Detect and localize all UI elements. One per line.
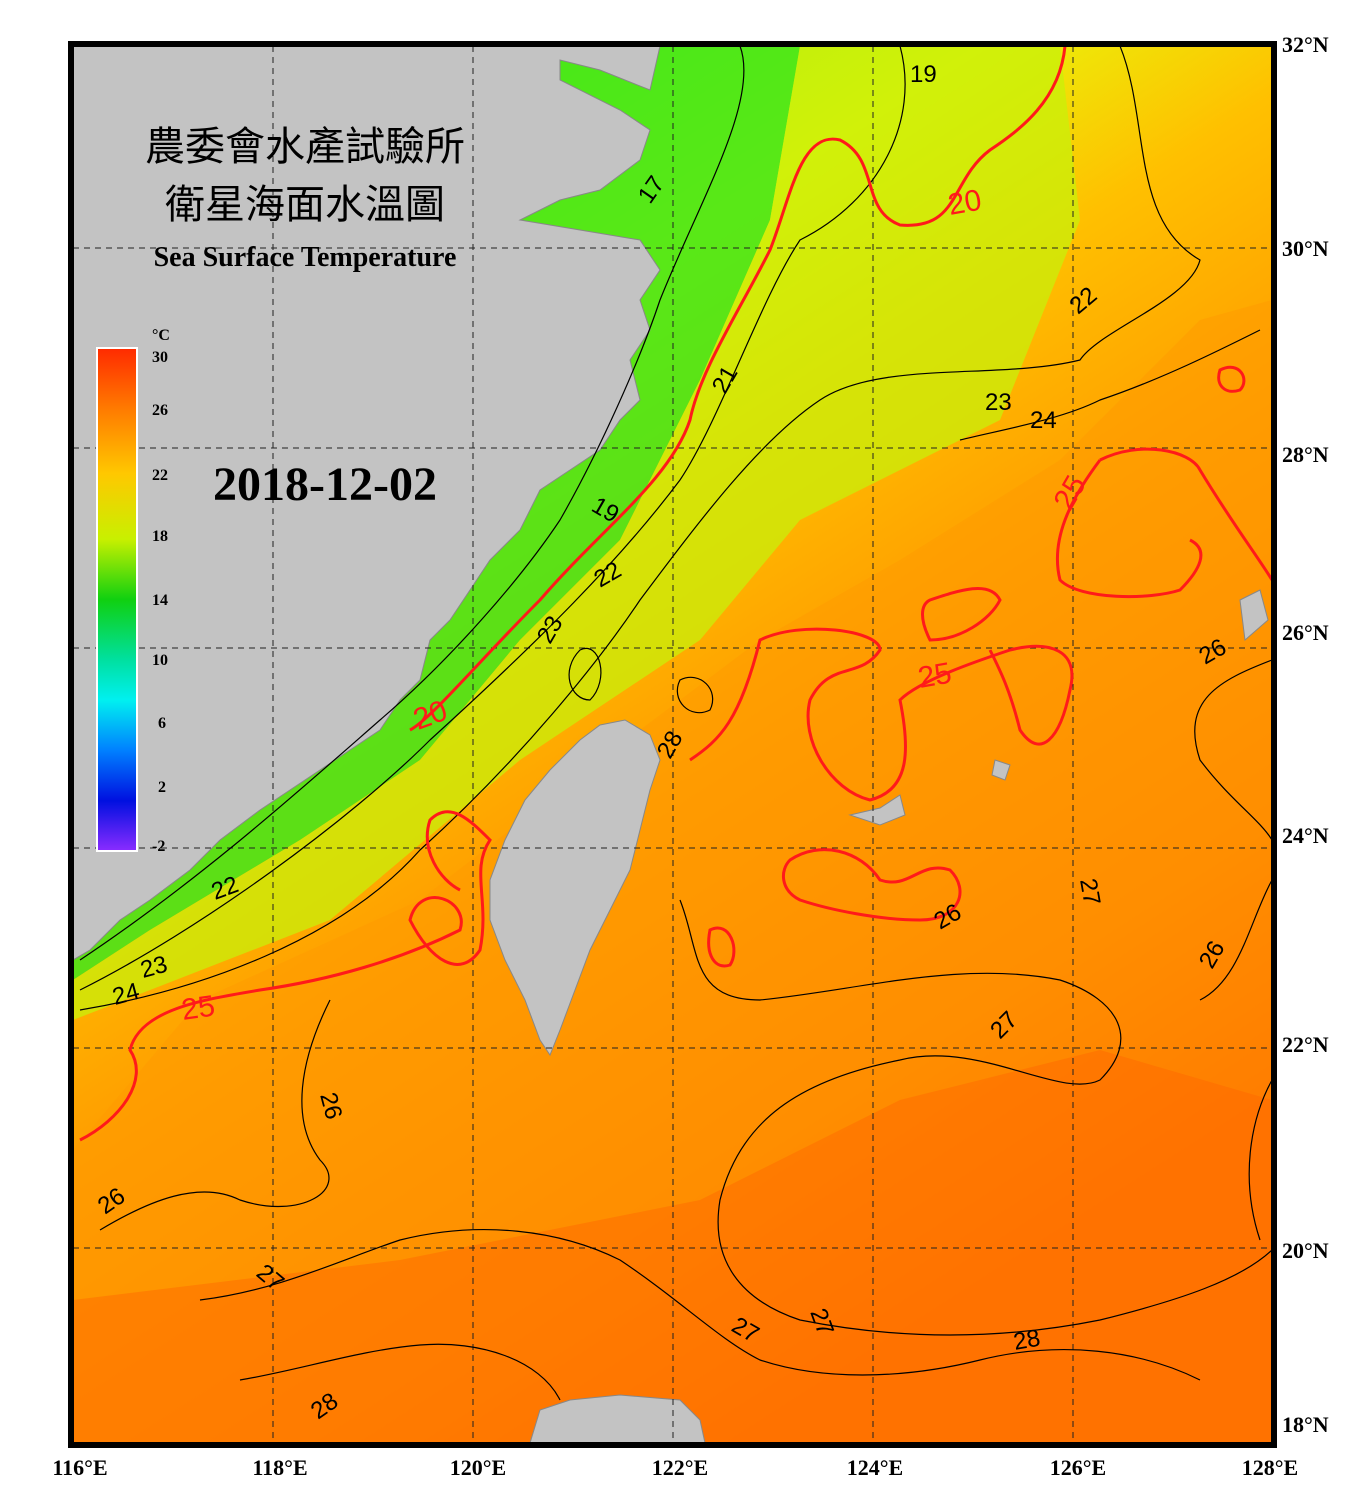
title-map-cn: 衛星海面水溫圖: [165, 182, 445, 228]
title-map-en: Sea Surface Temperature: [154, 242, 457, 273]
colorbar-tick-30: 30: [152, 349, 168, 366]
map-border: [68, 41, 1277, 1448]
lat-label-30: 30°N: [1282, 236, 1329, 261]
lon-label-122: 122°E: [652, 1455, 708, 1480]
luzon-island: [529, 1394, 706, 1443]
contour-label-1: 19: [910, 61, 937, 88]
lon-label-116: 116°E: [52, 1455, 107, 1480]
lat-label-26: 26°N: [1282, 620, 1329, 645]
contour-label-5: 23: [985, 389, 1012, 416]
taiwan-island: [489, 719, 661, 1057]
lon-label-124: 124°E: [847, 1455, 903, 1480]
colorbar-tick-26: 26: [152, 402, 168, 419]
yellow-band: [73, 46, 1080, 1020]
contour-label-red-1: 20: [945, 184, 984, 222]
lon-label-120: 120°E: [450, 1455, 506, 1480]
contour-label-red-5: 25: [179, 990, 217, 1027]
lon-label-128: 128°E: [1242, 1455, 1298, 1480]
colorbar-tick-6: 6: [158, 715, 166, 732]
contour-label-red-4: 25: [915, 657, 954, 695]
graticule: [73, 46, 1272, 1443]
mainland-china: [73, 46, 661, 961]
lon-label-118: 118°E: [252, 1455, 307, 1480]
contour-label-6: 24: [1030, 407, 1057, 434]
colorbar-tick-18: 18: [152, 528, 168, 545]
colorbar-tick-2: 2: [158, 779, 166, 796]
red-isotherms: [79, 46, 1272, 1142]
lat-label-18: 18°N: [1282, 1412, 1329, 1437]
lat-label-28: 28°N: [1282, 442, 1329, 467]
colorbar-tick-14: 14: [152, 592, 168, 609]
lat-label-24: 24°N: [1282, 823, 1329, 848]
colorbar-tick-22: 22: [152, 467, 168, 484]
lat-label-20: 20°N: [1282, 1238, 1329, 1263]
contour-label-16: 27: [1074, 876, 1105, 907]
colorbar: [96, 347, 138, 852]
contour-label-24: 28: [1011, 1325, 1042, 1356]
lon-label-126: 126°E: [1050, 1455, 1106, 1480]
lat-label-32: 32°N: [1282, 32, 1329, 57]
map-date: 2018-12-02: [213, 458, 437, 511]
colorbar-tick-minus2: -2: [152, 838, 165, 855]
lat-label-22: 22°N: [1282, 1032, 1329, 1057]
ryukyu-islands: [848, 589, 1269, 826]
colorbar-unit: °C: [152, 327, 170, 344]
black-isotherms: [79, 46, 1272, 1401]
colorbar-tick-10: 10: [152, 652, 168, 669]
title-agency: 農委會水產試驗所: [145, 124, 465, 170]
